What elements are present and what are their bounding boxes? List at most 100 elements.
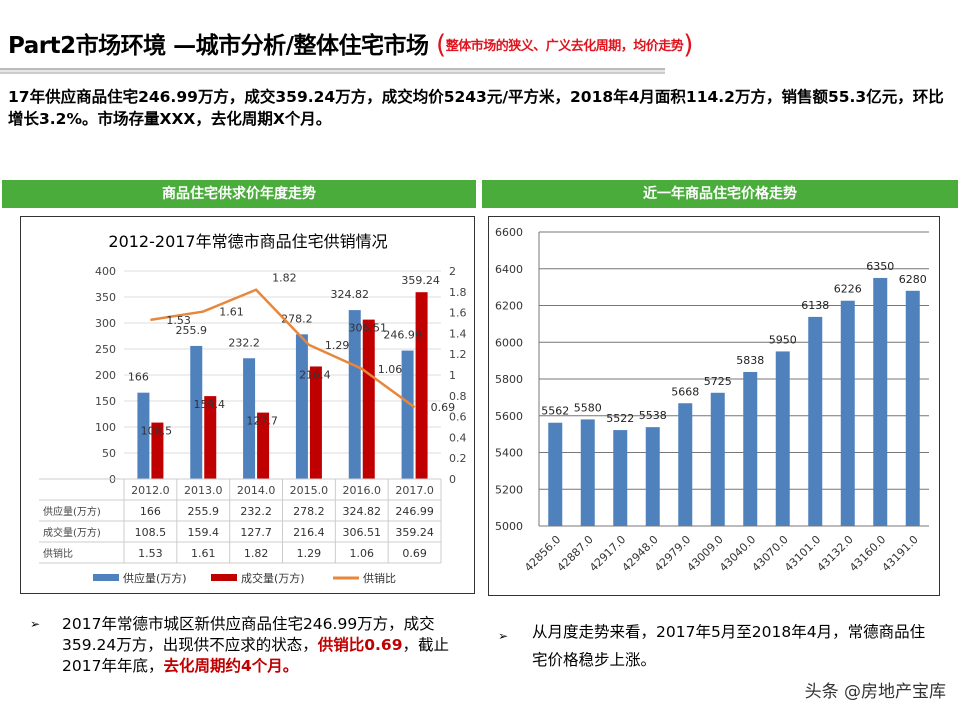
section-band-right: 近一年商品住宅价格走势	[482, 180, 958, 208]
deal-data-label: 306.51	[349, 322, 388, 335]
supply-data-label: 232.2	[228, 336, 259, 349]
table-cell: 1.53	[138, 547, 163, 560]
price-data-label: 6226	[834, 283, 862, 296]
legend-label: 供销比	[363, 571, 396, 585]
table-cell: 255.9	[188, 505, 220, 518]
ratio-data-label: 1.61	[219, 306, 244, 319]
ratio-line	[150, 288, 416, 409]
price-bar	[743, 372, 758, 526]
supply-data-label: 246.99	[383, 329, 422, 342]
supply-bar	[137, 392, 150, 479]
price-data-label: 5838	[736, 354, 764, 367]
y-tick-label: 5600	[495, 410, 523, 423]
table-cell: 359.24	[395, 526, 434, 539]
y-tick-label: 5800	[495, 373, 523, 386]
y-tick-label: 250	[95, 343, 116, 356]
bullet-arrow-icon: ➢	[498, 629, 509, 643]
x-tick-label: 2012.0	[131, 484, 170, 497]
supply-bar	[401, 350, 414, 479]
price-bar	[905, 290, 920, 526]
annual-chart-frame: 2012-2017年常德市商品住宅供销情况 0 50 100 150 200 250 300 3…	[20, 216, 475, 594]
table-cell: 246.99	[395, 505, 434, 518]
price-bar	[645, 427, 660, 526]
y2-tick-label: 1.6	[449, 307, 467, 320]
ratio-data-label: 1.82	[272, 272, 297, 285]
price-data-label: 6280	[899, 273, 927, 286]
ratio-data-label: 1.06	[378, 363, 403, 376]
table-cell: 324.82	[343, 505, 382, 518]
price-data-label: 5950	[769, 333, 797, 346]
price-bar	[710, 392, 725, 526]
table-cell: 216.4	[293, 526, 325, 539]
legend-swatch	[93, 574, 119, 581]
y-tick-label: 6000	[495, 336, 523, 349]
legend-swatch	[211, 574, 237, 581]
table-cell: 232.2	[240, 505, 272, 518]
y-tick-label: 350	[95, 291, 116, 304]
title-divider	[0, 68, 665, 74]
y-tick-label: 5400	[495, 447, 523, 460]
ratio-data-label: 1.53	[166, 314, 191, 327]
y2-tick-label: 0.6	[449, 411, 467, 424]
deal-data-label: 359.24	[401, 274, 440, 287]
summary-text: 17年供应商品住宅246.99万方，成交359.24万方，成交均价5243元/平…	[8, 88, 944, 128]
y2-tick-label: 1.4	[449, 327, 467, 340]
ratio-data-label: 0.69	[431, 401, 456, 414]
y-tick-label: 150	[95, 395, 116, 408]
price-data-label: 5668	[671, 385, 699, 398]
price-bar	[580, 419, 595, 526]
y2-tick-label: 1.2	[449, 348, 467, 361]
section-band-left: 商品住宅供求价年度走势	[2, 180, 476, 208]
price-data-label: 5538	[639, 409, 667, 422]
supply-bar	[348, 310, 361, 479]
deal-bar	[257, 412, 270, 479]
deal-data-label: 127.7	[246, 415, 278, 428]
y-tick-label: 50	[102, 447, 116, 460]
y-tick-label: 6200	[495, 300, 523, 313]
y-tick-label: 200	[95, 369, 116, 382]
monthly-price-chart: 5000 5200 5400 5600 5800 6000 6200 6400 6600 5562…	[495, 226, 929, 574]
table-cell: 1.82	[244, 547, 269, 560]
table-row-header: 供应量(万方)	[43, 505, 101, 518]
table-cell: 1.06	[350, 547, 375, 560]
legend-label: 供应量(万方)	[123, 571, 187, 585]
page-title: Part2市场环境 —城市分析/整体住宅市场 (整体市场的狭义、广义去化周期，均…	[8, 30, 693, 60]
y-tick-label: 100	[95, 421, 116, 434]
supply-bar	[190, 345, 203, 479]
x-tick-label: 2015.0	[290, 484, 329, 497]
y-tick-label: 5200	[495, 483, 523, 496]
y2-tick-label: 0.4	[449, 431, 467, 444]
deal-bar	[309, 366, 322, 479]
y2-tick-label: 0	[449, 473, 456, 486]
deal-bar	[362, 319, 375, 479]
x-tick-label: 43191.0	[880, 533, 921, 574]
price-bar	[775, 351, 790, 526]
deal-bar	[415, 292, 428, 479]
x-tick-label: 2013.0	[184, 484, 223, 497]
watermark: 头条 @房地产宝库	[804, 682, 946, 702]
chart-title: 2012-2017年常德市商品住宅供销情况	[108, 232, 387, 251]
price-bar	[808, 316, 823, 526]
price-bar	[873, 277, 888, 526]
supply-bar	[295, 334, 308, 479]
ratio-data-label: 1.29	[325, 339, 350, 352]
bullet-arrow-icon: ➢	[30, 617, 41, 631]
x-tick-label: 2017.0	[395, 484, 434, 497]
y-tick-label: 6400	[495, 263, 523, 276]
y-tick-label: 6600	[495, 226, 523, 239]
deal-bar	[204, 396, 217, 479]
deal-data-label: 159.4	[194, 398, 226, 411]
table-cell: 1.61	[191, 547, 216, 560]
supply-data-label: 255.9	[176, 324, 208, 337]
y2-tick-label: 2	[449, 265, 456, 278]
y-tick-label: 300	[95, 317, 116, 330]
price-data-label: 5580	[574, 401, 602, 414]
y2-tick-label: 0.8	[449, 390, 467, 403]
legend-label: 成交量(万方)	[241, 571, 305, 585]
table-cell: 0.69	[402, 547, 427, 560]
price-data-label: 6350	[866, 260, 894, 273]
bullet-left: ➢ 2017年常德市城区新供应商品住宅246.99万方，成交359.24万方，出…	[30, 615, 450, 675]
price-bar	[840, 300, 855, 526]
page-subtitle: 整体市场的狭义、广义去化周期，均价走势	[445, 39, 684, 54]
table-row-header: 供销比	[43, 547, 73, 560]
